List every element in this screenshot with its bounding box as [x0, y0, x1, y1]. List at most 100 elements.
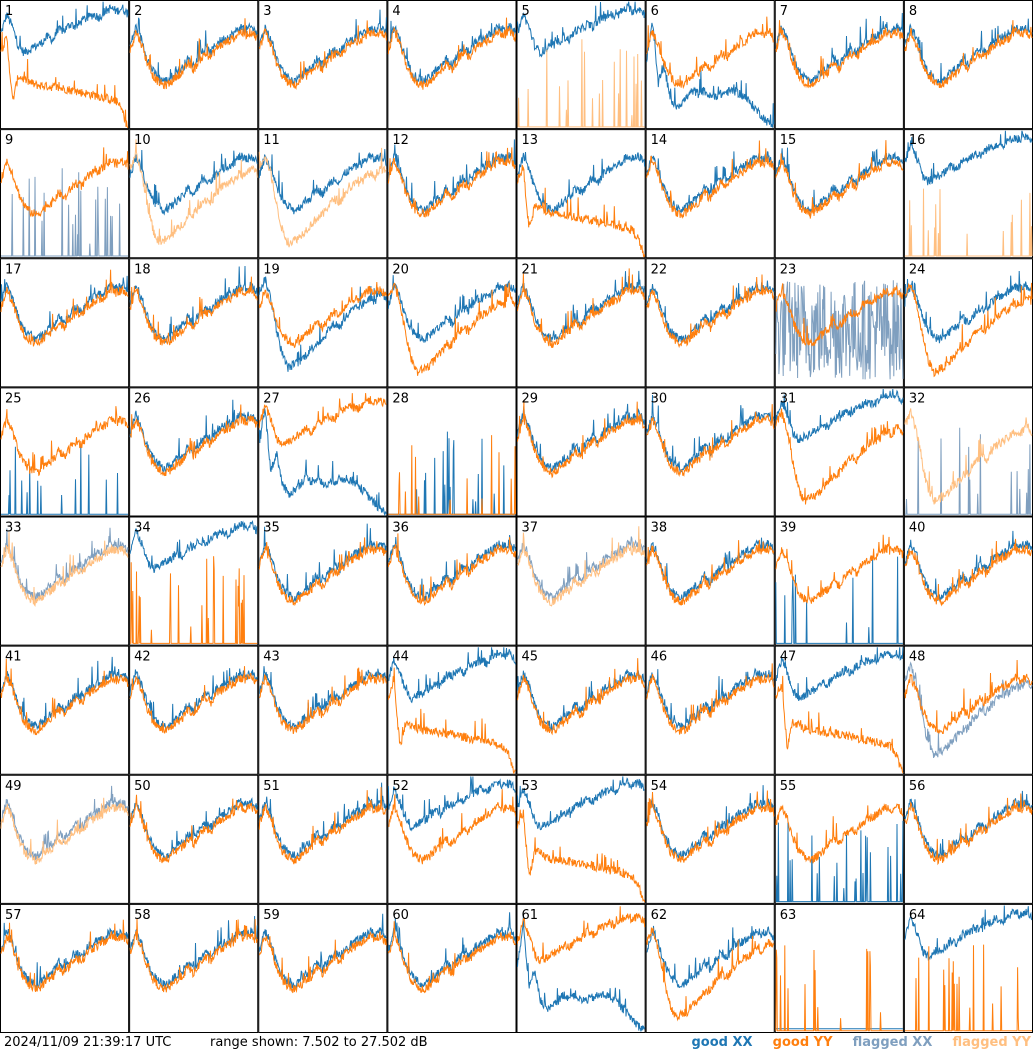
panel-59: 59: [258, 903, 388, 1033]
legend: good XX good YY flagged XX flagged YY: [675, 1033, 1031, 1053]
series-xx-line: [388, 647, 516, 704]
panel-label: 41: [5, 650, 22, 665]
series-yy-line: [646, 539, 775, 606]
panel-label: 1: [5, 4, 13, 19]
panel-12: 12: [387, 129, 517, 259]
series-yy-line: [258, 281, 387, 349]
series-yy-line: [387, 147, 516, 218]
panel-47: 47: [774, 645, 904, 775]
panel-label: 31: [780, 391, 797, 406]
panel-label: 21: [522, 262, 539, 277]
series-yy-line: [517, 39, 645, 128]
series-xx-line: [258, 782, 387, 860]
series-yy-line: [517, 906, 646, 965]
series-yy-line: [129, 666, 258, 734]
panel-label: 55: [780, 779, 797, 794]
series-yy-line: [904, 188, 1033, 257]
legend-flagged-yy: flagged YY: [952, 1035, 1032, 1050]
panel-label: 9: [5, 133, 13, 148]
panel-28: 28: [387, 387, 517, 517]
series-yy-line: [129, 404, 258, 477]
series-yy-line: [258, 931, 387, 994]
panel-58: 58: [129, 903, 259, 1033]
series-yy-line: [129, 794, 258, 864]
panel-label: 7: [780, 4, 788, 19]
panel-32: 32: [903, 387, 1033, 517]
panel-43: 43: [258, 645, 388, 775]
panel-label: 49: [5, 779, 22, 794]
series-yy-line: [904, 538, 1033, 607]
panel-label: 42: [134, 650, 151, 665]
panel-20: 20: [387, 258, 517, 388]
panel-6: 6: [645, 0, 775, 130]
series-yy-line: [517, 164, 646, 258]
series-yy-line: [130, 556, 258, 644]
series-yy-line: [904, 944, 1032, 1032]
panel-2: 2: [129, 0, 259, 130]
series-xx-line: [904, 427, 1032, 515]
panel-53: 53: [516, 774, 646, 904]
series-xx-line: [904, 905, 1033, 962]
series-yy-line: [775, 534, 904, 604]
series-xx-line: [387, 534, 516, 602]
panel-8: 8: [903, 0, 1033, 130]
series-yy-line: [387, 921, 516, 994]
series-yy-line: [646, 140, 775, 219]
panel-frame: [258, 258, 388, 388]
panel-frame: [516, 129, 646, 259]
panel-label: 12: [392, 133, 409, 148]
panel-29: 29: [516, 387, 646, 517]
series-yy-line: [388, 435, 516, 515]
series-yy-line: [258, 147, 387, 248]
series-yy-line: [258, 393, 387, 448]
panel-56: 56: [903, 774, 1033, 904]
panel-label: 13: [522, 133, 539, 148]
series-yy-line: [0, 147, 129, 218]
panel-frame: [387, 774, 517, 904]
series-yy-line: [129, 139, 258, 245]
series-yy-line: [129, 918, 258, 993]
series-yy-line: [646, 663, 775, 735]
panel-57: 57: [0, 903, 130, 1033]
series-yy-line: [904, 793, 1033, 866]
panel-34: 34: [129, 516, 259, 646]
series-yy-line: [387, 667, 516, 775]
series-xx-line: [0, 785, 129, 861]
series-yy-line: [0, 269, 129, 347]
panel-33: 33: [0, 516, 130, 646]
panel-label: 8: [909, 4, 917, 19]
series-yy-line: [0, 919, 129, 993]
series-yy-line: [258, 667, 387, 734]
panel-label: 35: [263, 521, 280, 536]
series-xx-line: [258, 148, 387, 215]
series-xx-line: [775, 820, 904, 903]
panel-22: 22: [645, 258, 775, 388]
series-xx-line: [258, 276, 387, 372]
series-xx-line: [646, 151, 775, 214]
panel-61: 61: [516, 903, 646, 1033]
panel-18: 18: [129, 258, 259, 388]
panel-label: 37: [522, 521, 539, 536]
panel-4: 4: [387, 0, 517, 130]
panel-frame: [0, 387, 130, 517]
series-xx-line: [1, 443, 129, 515]
series-xx-line: [129, 17, 258, 85]
panel-48: 48: [903, 645, 1033, 775]
series-xx-line: [0, 527, 129, 602]
panel-label: 43: [263, 650, 280, 665]
panel-label: 47: [780, 650, 797, 665]
panel-label: 60: [392, 908, 409, 923]
panel-41: 41: [0, 645, 130, 775]
series-yy-line: [775, 803, 904, 864]
panel-label: 54: [651, 779, 668, 794]
panel-37: 37: [516, 516, 646, 646]
panel-label: 16: [909, 133, 926, 148]
panel-label: 52: [392, 779, 409, 794]
panel-label: 58: [134, 908, 151, 923]
panel-35: 35: [258, 516, 388, 646]
panel-frame: [903, 645, 1033, 775]
timestamp: 2024/11/09 21:39:17 UTC: [4, 1035, 172, 1050]
series-xx-line: [129, 149, 258, 216]
panel-36: 36: [387, 516, 517, 646]
